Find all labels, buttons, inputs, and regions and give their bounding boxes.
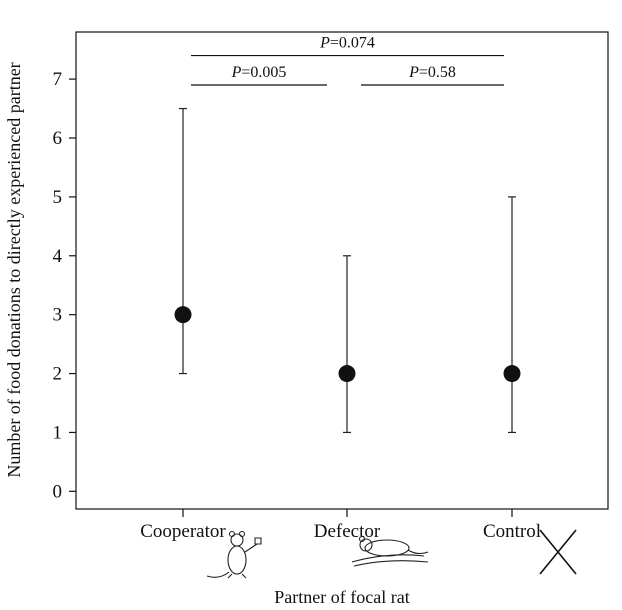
y-tick-label: 0: [53, 481, 63, 502]
x-tick-label: Control: [483, 521, 541, 542]
p-value-label: P=0.005: [231, 64, 287, 81]
y-tick-label: 1: [53, 422, 63, 443]
cooperator-rat-icon: [206, 530, 262, 579]
x-tick-label: Defector: [314, 521, 381, 542]
x-axis-title: Partner of focal rat: [274, 587, 409, 607]
data-point: [503, 365, 521, 383]
p-value: =0.58: [419, 64, 456, 81]
x-axis-ticks: Cooperator Defector Control: [140, 509, 541, 542]
y-tick-label: 2: [53, 364, 63, 385]
y-axis-title: Number of food donations to directly exp…: [4, 62, 24, 477]
defector-rat-icon: [351, 535, 429, 567]
y-tick-label: 5: [53, 187, 63, 208]
p-letter: P: [408, 64, 419, 81]
p-value: =0.005: [241, 64, 286, 81]
p-letter: P: [231, 64, 242, 81]
x-tick-label: Cooperator: [140, 521, 226, 542]
p-value-label: P=0.074: [319, 35, 375, 52]
p-value: =0.074: [330, 35, 375, 52]
p-value-label: P=0.58: [408, 64, 456, 81]
y-tick-label: 7: [53, 69, 63, 90]
p-letter: P: [319, 35, 330, 52]
data-point: [338, 365, 356, 383]
error-bars: [179, 107, 516, 434]
data-points: [174, 306, 521, 383]
plot-frame: [75, 31, 609, 510]
control-cross-icon: [539, 529, 577, 575]
data-point: [174, 306, 192, 324]
y-tick-label: 4: [53, 246, 63, 267]
y-tick-label: 3: [53, 305, 63, 326]
y-axis-ticks: 0 1 2 3 4 5 6 7: [53, 69, 76, 502]
y-tick-label: 6: [53, 128, 63, 149]
